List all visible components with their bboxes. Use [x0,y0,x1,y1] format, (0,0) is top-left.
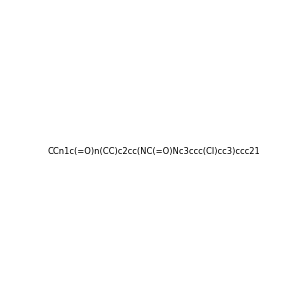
Text: CCn1c(=O)n(CC)c2cc(NC(=O)Nc3ccc(Cl)cc3)ccc21: CCn1c(=O)n(CC)c2cc(NC(=O)Nc3ccc(Cl)cc3)c… [47,147,260,156]
